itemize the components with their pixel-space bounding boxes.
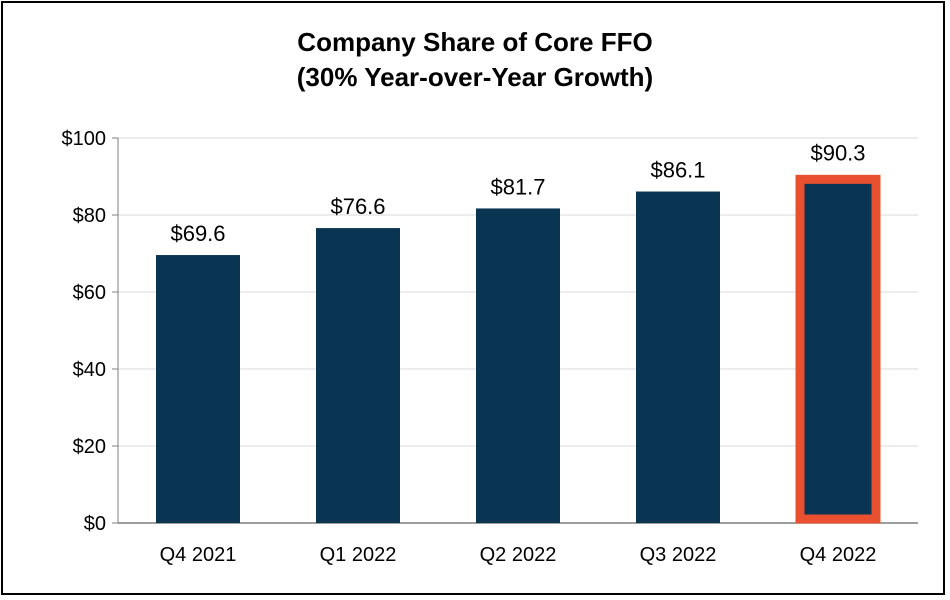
y-tick-label: $100 xyxy=(62,128,107,150)
y-tick-label: $80 xyxy=(73,205,106,227)
bars xyxy=(156,174,881,524)
bar-highlighted xyxy=(795,174,881,524)
bar-value-label: $81.7 xyxy=(490,174,545,199)
labels: $0 $20 $40 $60 $80 $100 $69.6 Q4 2021 $76.6 Q1 20… xyxy=(62,128,877,566)
bar xyxy=(156,255,240,524)
x-tick-label: Q1 2022 xyxy=(320,544,397,566)
bar-value-label: $86.1 xyxy=(650,158,705,183)
bar-value-label: $69.6 xyxy=(170,221,225,246)
chart-title: Company Share of Core FFO xyxy=(297,27,653,57)
bar xyxy=(476,208,560,523)
y-tick-label: $60 xyxy=(73,282,106,304)
bar-value-label: $76.6 xyxy=(330,194,385,219)
bar-value-label: $90.3 xyxy=(810,140,865,165)
x-tick-label: Q2 2022 xyxy=(480,544,557,566)
bar xyxy=(636,191,720,523)
x-tick-label: Q4 2022 xyxy=(800,544,877,566)
y-tick-label: $40 xyxy=(73,359,106,381)
chart-subtitle: (30% Year-over-Year Growth) xyxy=(296,62,654,92)
x-tick-label: Q4 2021 xyxy=(160,544,237,566)
x-tick-label: Q3 2022 xyxy=(640,544,717,566)
bar xyxy=(316,228,400,523)
y-tick-label: $0 xyxy=(84,513,106,535)
y-tick-label: $20 xyxy=(73,436,106,458)
